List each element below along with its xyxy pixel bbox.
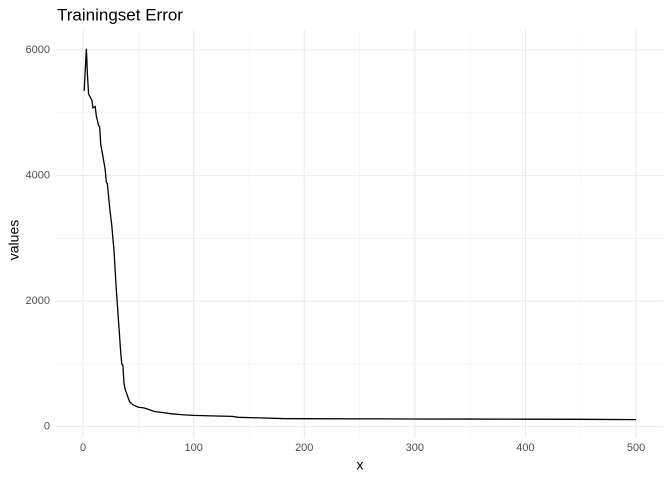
y-tick-label: 4000 <box>26 170 50 182</box>
y-tick-label: 2000 <box>26 295 50 307</box>
x-axis-label: x <box>357 457 364 473</box>
y-tick-label: 6000 <box>26 44 50 56</box>
x-tick-label: 200 <box>295 442 313 454</box>
line <box>83 48 637 421</box>
y-tick-label: 0 <box>44 421 50 433</box>
x-tick-label: 400 <box>516 442 534 454</box>
x-tick-label: 300 <box>406 442 424 454</box>
x-tick-label: 500 <box>627 442 645 454</box>
x-tick-label: 0 <box>80 442 86 454</box>
y-axis-label: values <box>6 220 22 260</box>
chart-title: Trainingset Error <box>57 5 183 24</box>
x-tick-label: 100 <box>184 442 202 454</box>
